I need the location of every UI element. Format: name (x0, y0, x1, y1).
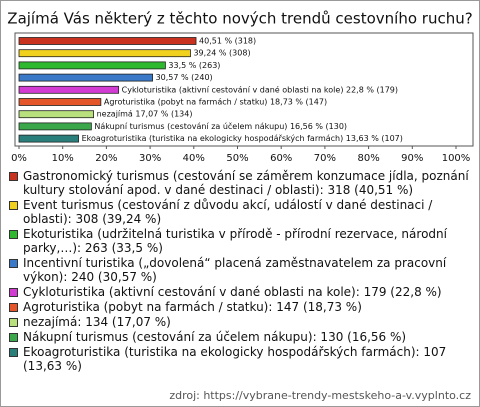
chart-title: Zajímá Vás některý z těchto nových trend… (7, 10, 472, 28)
legend-label: Gastronomický turismus (cestování se zám… (23, 169, 469, 197)
legend-swatch (9, 259, 18, 268)
x-tick-label: 100% (442, 153, 471, 164)
value-label: Ekoagroturistika (turistika na ekologick… (82, 134, 403, 143)
legend-swatch (9, 230, 18, 239)
legend-swatch (9, 333, 18, 342)
x-tick-label: 10% (52, 153, 74, 164)
legend-swatch (9, 303, 18, 312)
bar (18, 61, 166, 70)
bar (18, 134, 79, 143)
value-label: Cykloturistika (aktivní cestování v dané… (122, 84, 398, 94)
value-label: nezajímá 17,07 % (134) (97, 110, 193, 119)
x-tick-label: 20% (95, 153, 117, 164)
legend-label: Event turismus (cestování z důvodu akcí,… (23, 198, 433, 226)
legend-item: nezajímá: 134 (17,07 %) (9, 315, 471, 329)
x-tick-label: 0% (11, 153, 27, 164)
legend-swatch (9, 172, 18, 181)
x-tick-label: 30% (139, 153, 161, 164)
legend-label: Ekoagroturistika (turistika na ekologick… (23, 345, 447, 373)
legend-label: Agroturistika (pobyt na farmách / statku… (23, 300, 362, 314)
bar (18, 110, 94, 119)
legend-item: Gastronomický turismus (cestování se zám… (9, 169, 471, 197)
legend-label: Cykloturistika (aktivní cestování v dané… (23, 285, 442, 299)
legend-swatch (9, 318, 18, 327)
legend: Gastronomický turismus (cestování se zám… (9, 169, 471, 374)
value-label: 40,51 % (318) (199, 37, 256, 46)
legend-item: Event turismus (cestování z důvodu akcí,… (9, 198, 471, 226)
legend-swatch (9, 201, 18, 210)
legend-label: Nákupní turismus (cestování za účelem ná… (23, 330, 407, 344)
legend-item: Cykloturistika (aktivní cestování v dané… (9, 285, 471, 299)
value-label: 30,57 % (240) (156, 73, 213, 82)
legend-item: Ekoagroturistika (turistika na ekologick… (9, 345, 471, 373)
chart: Zajímá Vás některý z těchto nových trend… (7, 10, 474, 164)
legend-item: Nákupní turismus (cestování za účelem ná… (9, 330, 471, 344)
source: zdroj: https://vybrane-trendy-mestskeho-… (169, 389, 471, 402)
legend-item: Incentivní turistika („dovolená“ placená… (9, 256, 471, 284)
legend-label: Ekoturistika (udržitelná turistika v pří… (23, 227, 447, 255)
bar (18, 122, 92, 131)
value-label: 33,5 % (263) (168, 61, 220, 70)
value-label: Agroturistika (pobyt na farmách / statku… (104, 98, 327, 107)
legend-item: Agroturistika (pobyt na farmách / statku… (9, 300, 471, 314)
x-tick-label: 60% (270, 153, 292, 164)
legend-label: nezajímá: 134 (17,07 %) (23, 315, 171, 329)
plot-frame (14, 32, 474, 147)
x-tick-label: 50% (226, 153, 248, 164)
bar (18, 49, 191, 58)
bar (18, 37, 197, 45)
x-tick-label: 40% (183, 153, 205, 164)
legend-swatch (9, 348, 18, 357)
legend-item: Ekoturistika (udržitelná turistika v pří… (9, 227, 471, 255)
bar (18, 85, 120, 94)
legend-swatch (9, 288, 18, 297)
x-tick-label: 90% (401, 153, 423, 164)
x-tick-label: 70% (314, 153, 336, 164)
bar (18, 73, 153, 82)
value-label: 39,24 % (308) (193, 49, 250, 58)
x-tick-label: 80% (357, 153, 379, 164)
bar (18, 98, 102, 106)
value-label: Nákupní turismus (cestování za účelem ná… (94, 121, 347, 131)
legend-label: Incentivní turistika („dovolená“ placená… (23, 256, 447, 284)
